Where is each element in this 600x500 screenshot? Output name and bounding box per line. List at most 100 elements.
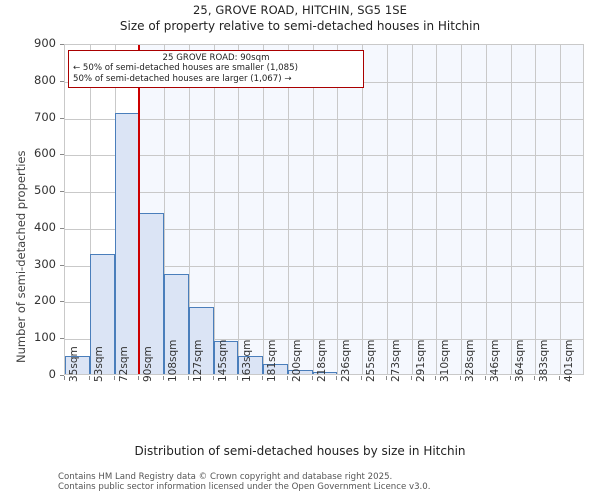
- x-tickmark-7: [237, 376, 238, 380]
- x-tick-364sqm: 364sqm: [513, 339, 526, 382]
- gridline-v-16: [461, 45, 462, 374]
- gridline-h-600: [65, 155, 583, 157]
- x-tick-255sqm: 255sqm: [365, 339, 378, 382]
- x-tick-108sqm: 108sqm: [167, 339, 180, 382]
- y-tick-200: 200: [34, 293, 56, 308]
- gridline-v-18: [511, 45, 512, 374]
- x-tickmark-12: [361, 376, 362, 380]
- annotation-box: 25 GROVE ROAD: 90sqm ← 50% of semi-detac…: [68, 50, 364, 89]
- bar-200sqm: [288, 369, 313, 374]
- x-tickmark-16: [460, 376, 461, 380]
- gridline-v-4: [164, 45, 165, 374]
- gridline-v-5: [189, 45, 190, 374]
- bar-127sqm: [189, 306, 214, 374]
- gridline-v-15: [436, 45, 437, 374]
- bar-163sqm: [238, 355, 263, 374]
- x-tickmark-10: [312, 376, 313, 380]
- gridline-v-17: [486, 45, 487, 374]
- gridline-v-8: [263, 45, 264, 374]
- x-tick-218sqm: 218sqm: [315, 339, 328, 382]
- bar-108sqm: [164, 273, 189, 374]
- bar-181sqm: [263, 364, 288, 374]
- x-tick-273sqm: 273sqm: [389, 339, 402, 382]
- x-tickmark-6: [213, 376, 214, 380]
- gridline-h-700: [65, 118, 583, 120]
- x-tickmark-17: [485, 376, 486, 380]
- bar-35sqm: [65, 356, 90, 374]
- x-tick-401sqm: 401sqm: [563, 339, 576, 382]
- x-tickmark-9: [287, 376, 288, 380]
- gridline-v-1: [90, 45, 91, 374]
- gridline-v-6: [214, 45, 215, 374]
- y-tick-800: 800: [34, 72, 56, 87]
- y-tick-400: 400: [34, 219, 56, 234]
- x-tick-53sqm: 53sqm: [92, 346, 105, 382]
- x-tickmark-3: [138, 376, 139, 380]
- footer-line-1: Contains HM Land Registry data © Crown c…: [58, 472, 393, 482]
- bar-72sqm: [115, 112, 139, 374]
- y-tick-0: 0: [48, 367, 56, 381]
- plot-area: [64, 44, 584, 375]
- x-tickmark-0: [64, 376, 65, 380]
- y-tickmark-900: [60, 44, 64, 45]
- y-tickmark-400: [60, 228, 64, 229]
- x-tick-35sqm: 35sqm: [68, 346, 80, 382]
- x-tickmark-11: [336, 376, 337, 380]
- y-tickmark-700: [60, 118, 64, 119]
- x-tick-163sqm: 163sqm: [241, 339, 254, 382]
- y-tick-700: 700: [34, 109, 56, 124]
- gridline-v-10: [313, 45, 314, 374]
- x-tickmark-4: [163, 376, 164, 380]
- x-tick-72sqm: 72sqm: [117, 346, 130, 382]
- bar-145sqm: [214, 340, 238, 374]
- bar-90sqm: [139, 212, 164, 374]
- x-tickmark-2: [114, 376, 115, 380]
- y-tick-500: 500: [34, 183, 56, 198]
- footer-line-2: Contains public sector information licen…: [58, 482, 431, 492]
- gridline-v-13: [387, 45, 388, 374]
- gridline-v-19: [535, 45, 536, 374]
- x-tick-145sqm: 145sqm: [216, 339, 229, 382]
- y-tickmark-200: [60, 301, 64, 302]
- x-tickmark-14: [411, 376, 412, 380]
- x-tick-291sqm: 291sqm: [414, 339, 427, 382]
- y-tick-600: 600: [34, 146, 56, 161]
- gridline-v-9: [288, 45, 289, 374]
- property-marker-line: [138, 45, 140, 374]
- y-tickmark-600: [60, 154, 64, 155]
- gridline-v-11: [337, 45, 338, 374]
- x-tick-181sqm: 181sqm: [266, 339, 279, 382]
- x-tickmark-13: [386, 376, 387, 380]
- y-tickmark-0: [60, 375, 64, 376]
- page-subtitle: Size of property relative to semi-detach…: [119, 19, 481, 33]
- x-tickmark-5: [188, 376, 189, 380]
- y-tick-900: 900: [34, 36, 56, 50]
- gridline-v-7: [238, 45, 239, 374]
- gridline-v-20: [560, 45, 561, 374]
- y-tickmark-800: [60, 81, 64, 82]
- page-title: 25, GROVE ROAD, HITCHIN, SG5 1SE: [193, 3, 407, 17]
- x-tick-200sqm: 200sqm: [290, 339, 303, 382]
- gridline-h-300: [65, 265, 583, 267]
- y-tick-100: 100: [34, 330, 56, 345]
- bar-53sqm: [90, 253, 115, 374]
- x-tick-383sqm: 383sqm: [538, 339, 551, 382]
- x-tickmark-19: [534, 376, 535, 380]
- gridline-v-12: [362, 45, 363, 374]
- annotation-line-1: 25 GROVE ROAD: 90sqm: [162, 53, 270, 63]
- x-tick-328sqm: 328sqm: [464, 339, 477, 382]
- gridline-h-500: [65, 192, 583, 194]
- y-tickmark-500: [60, 191, 64, 192]
- y-tickmark-300: [60, 265, 64, 266]
- bar-218sqm: [313, 372, 337, 374]
- x-tick-236sqm: 236sqm: [340, 339, 353, 382]
- x-tickmark-20: [559, 376, 560, 380]
- gridline-h-400: [65, 228, 583, 230]
- annotation-line-3: 50% of semi-detached houses are larger (…: [73, 73, 292, 84]
- x-tickmark-8: [262, 376, 263, 380]
- y-tick-300: 300: [34, 256, 56, 271]
- annotation-line-2: ← 50% of semi-detached houses are smalle…: [73, 63, 298, 74]
- x-tickmark-1: [89, 376, 90, 380]
- x-tickmark-15: [435, 376, 436, 380]
